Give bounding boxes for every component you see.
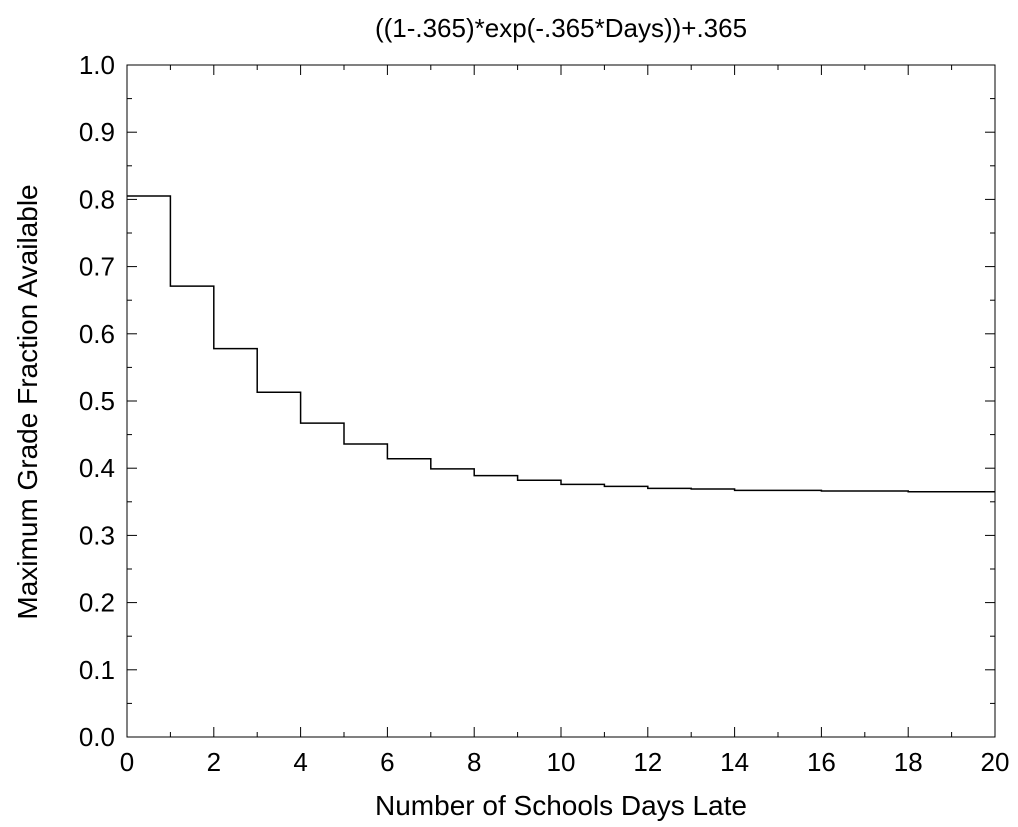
y-tick-label: 0.8 (79, 184, 115, 214)
y-tick-label: 1.0 (79, 50, 115, 80)
x-tick-label: 8 (467, 747, 481, 777)
y-tick-label: 0.3 (79, 520, 115, 550)
y-tick-label: 0.4 (79, 453, 115, 483)
plot-area: 0 2 4 6 8 10 12 14 16 18 20 0.0 0.1 0.2 0.3 0.4 0.5 0.6 0.… (79, 50, 1010, 777)
x-axis-label: Number of Schools Days Late (375, 790, 747, 821)
x-tick-label: 12 (633, 747, 662, 777)
y-tick-label: 0.2 (79, 588, 115, 618)
y-tick-label: 0.0 (79, 722, 115, 752)
y-tick-label: 0.1 (79, 655, 115, 685)
x-tick-label: 2 (207, 747, 221, 777)
y-axis-label: Maximum Grade Fraction Available (12, 184, 43, 619)
x-tick-label: 20 (981, 747, 1010, 777)
plot-frame (126, 64, 996, 738)
chart-title: ((1-.365)*exp(-.365*Days))+.365 (375, 13, 747, 43)
x-tick-label: 16 (807, 747, 836, 777)
y-tick-label: 0.6 (79, 319, 115, 349)
x-tick-label: 10 (547, 747, 576, 777)
x-tick-label: 18 (894, 747, 923, 777)
y-tick-label: 0.5 (79, 386, 115, 416)
y-tick-label: 0.7 (79, 252, 115, 282)
x-tick-label: 6 (380, 747, 394, 777)
x-tick-label: 14 (720, 747, 749, 777)
y-tick-label: 0.9 (79, 117, 115, 147)
x-tick-label: 0 (120, 747, 134, 777)
x-tick-label: 4 (293, 747, 307, 777)
series-line (127, 195, 995, 493)
